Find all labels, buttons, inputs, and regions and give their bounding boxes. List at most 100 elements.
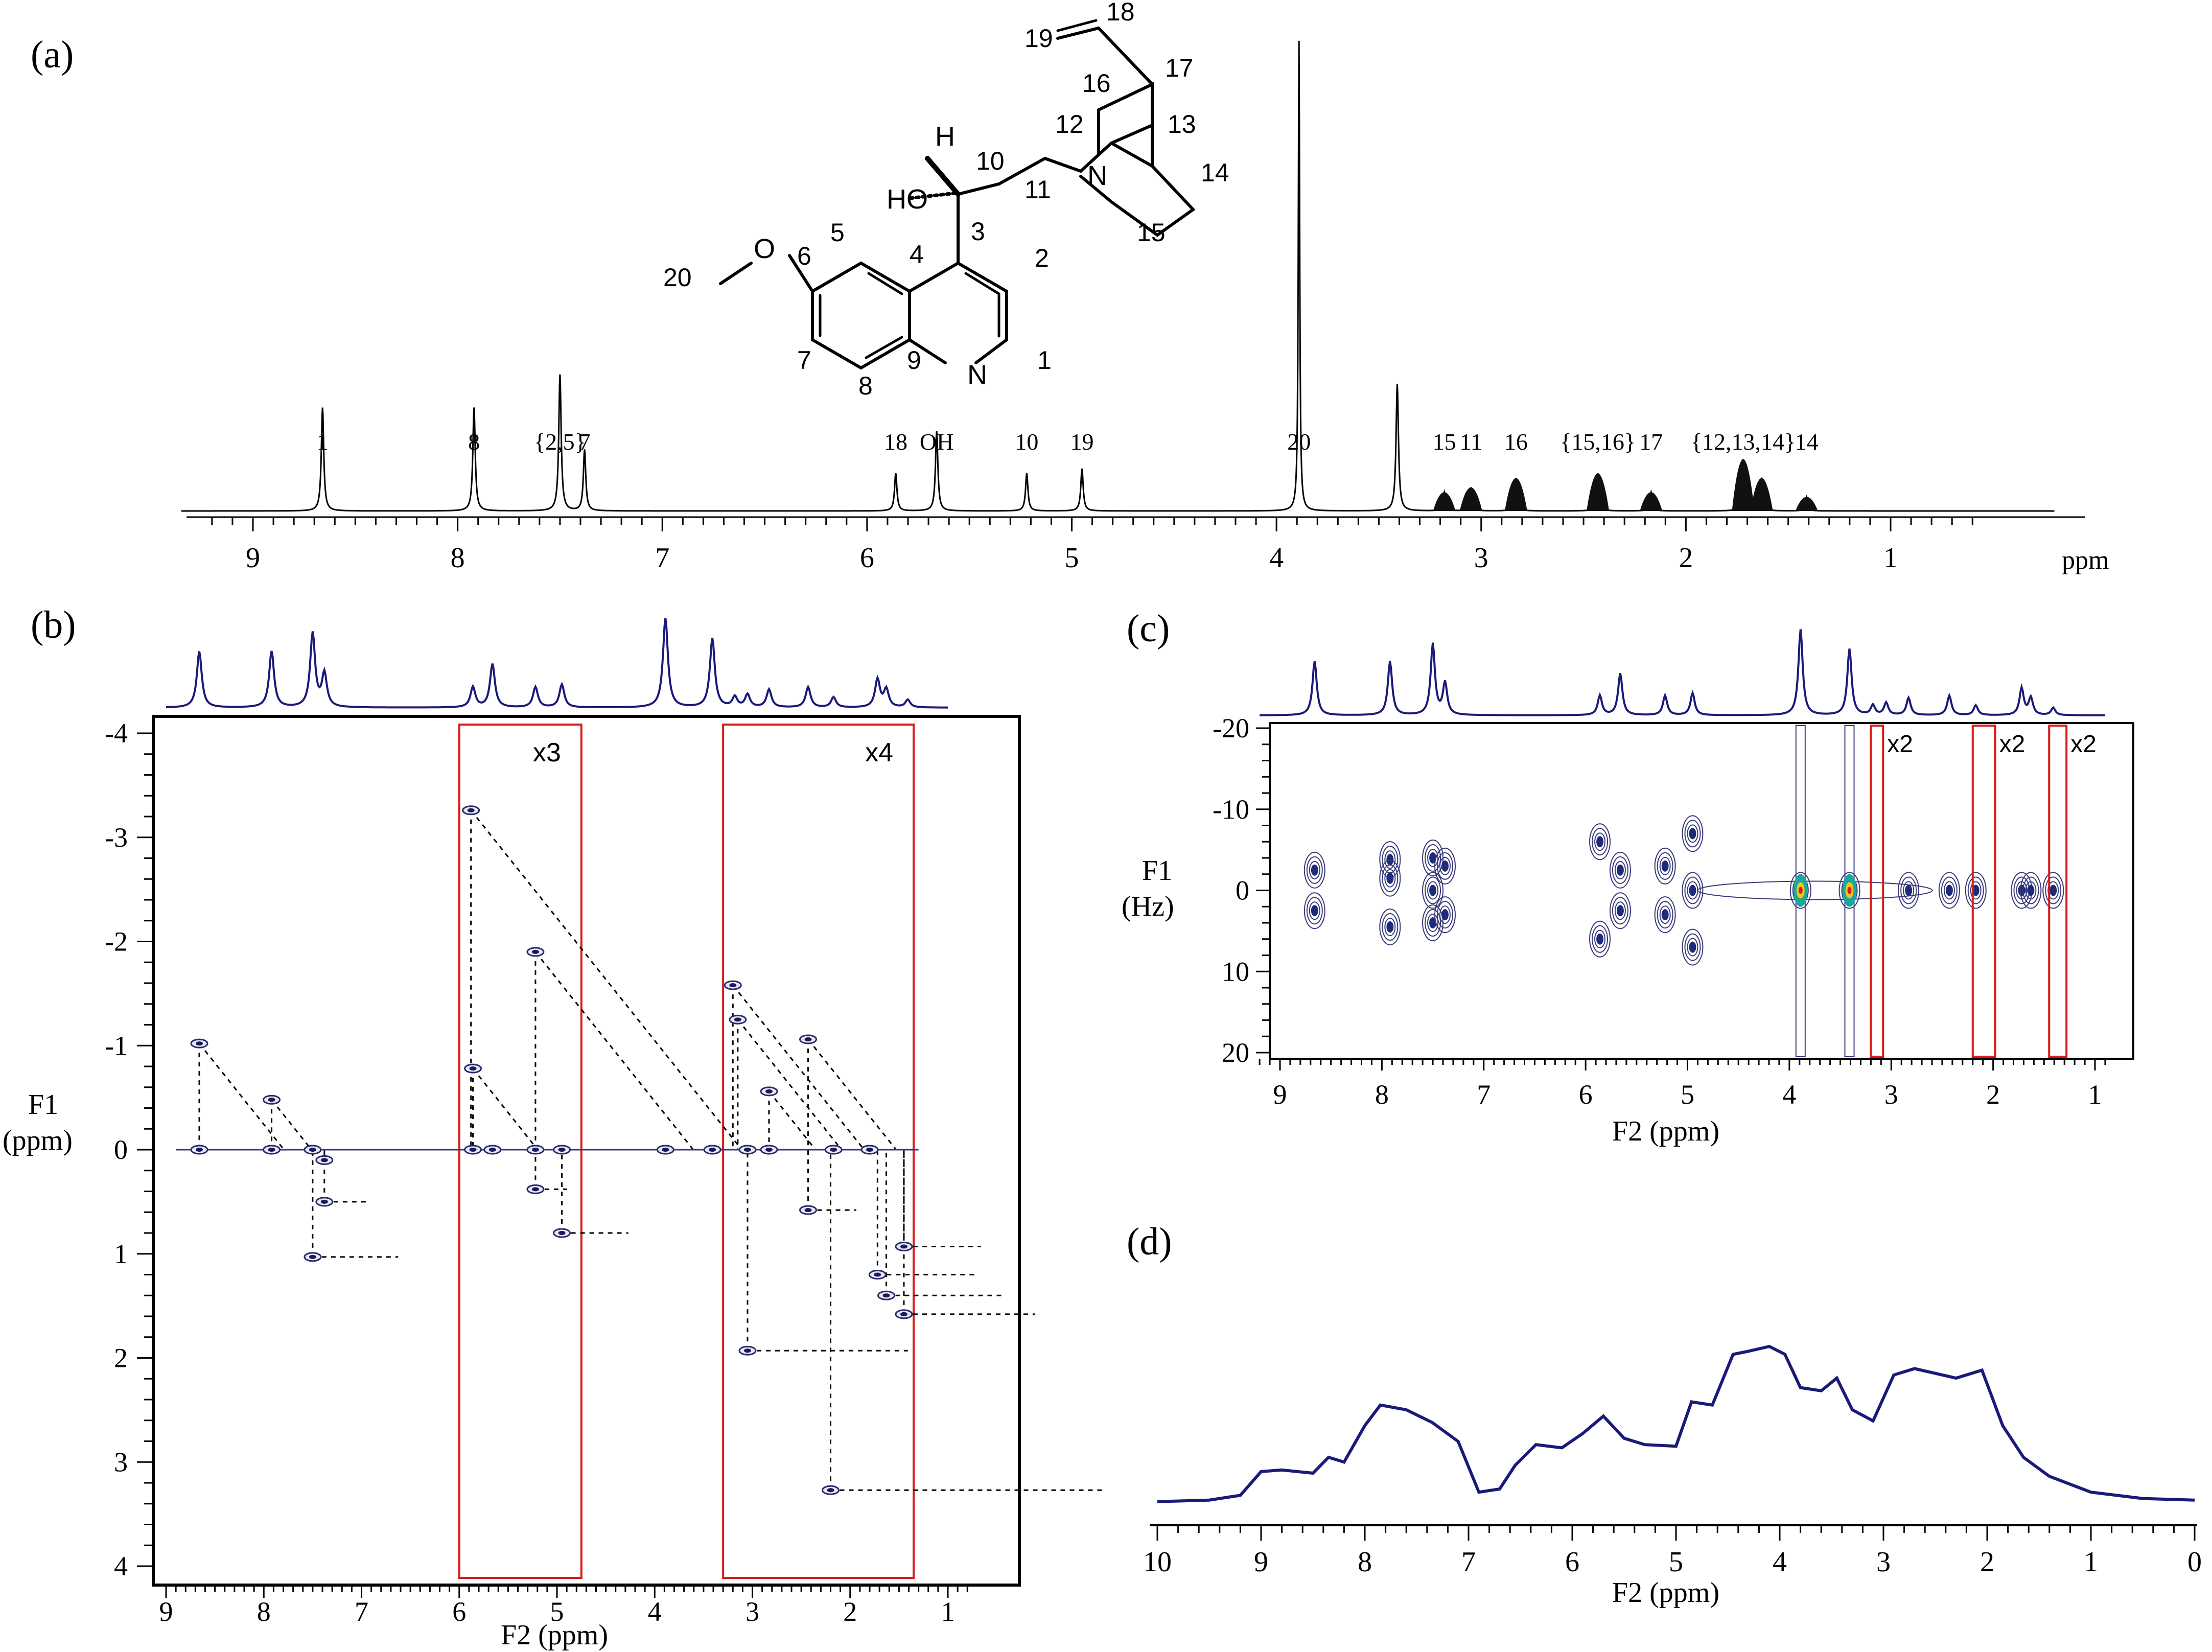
contour-ring	[2025, 881, 2037, 900]
contour-ring	[1439, 856, 1451, 875]
contour-ring	[1687, 881, 1698, 900]
panel-c-jres-spectrum: x2 x2 x2 9 8 7 6 5 4 3 2 1 -20 -10 0 10 20 F2 (ppm) F1…	[1122, 629, 2134, 1147]
x-tick-label: 3	[746, 1596, 759, 1627]
magnified-region-box	[722, 724, 915, 1579]
x-tick-label: 2	[843, 1596, 857, 1627]
contour-core	[1386, 921, 1394, 933]
x-tick-label: 7	[1461, 1546, 1476, 1578]
contour-ring	[1609, 851, 1631, 889]
contour-core	[1311, 864, 1318, 876]
magnified-region-box	[1870, 725, 1884, 1058]
x-tick-label: 10	[1143, 1546, 1172, 1578]
peak-label: {2,5}	[534, 429, 586, 455]
x-tick-label: 2	[1986, 1079, 2000, 1110]
contour-ring	[2020, 872, 2042, 909]
c10-oh-hash	[907, 191, 958, 200]
contour-ring	[1589, 920, 1611, 958]
atom-n-ring: N	[1087, 160, 1107, 191]
contour-core	[1386, 854, 1394, 866]
peak-label: 19	[1070, 429, 1094, 455]
atom-o: O	[754, 234, 775, 264]
x-tick-label: 4	[1269, 542, 1284, 574]
contour-ring	[1425, 844, 1441, 872]
contour-ring	[1903, 881, 1915, 900]
x-tick-label: 1	[941, 1596, 955, 1627]
peak-label: 8	[468, 429, 480, 455]
magnified-region-box	[2048, 725, 2068, 1058]
contour-ring	[1682, 815, 1704, 852]
cross-peak-core	[882, 1293, 890, 1298]
magnified-region-box	[458, 724, 583, 1579]
diagonal-dashed-link	[198, 1043, 285, 1150]
contour-core	[1661, 860, 1669, 872]
x-tick-label: 7	[655, 542, 669, 574]
contour-ring	[2022, 876, 2039, 904]
x-tick-label: 4	[1782, 1079, 1796, 1110]
panel-a-1h-spectrum: 1 8 {2,5}7 18 OH 10 19 20 15 11 16 {15,16} 17 {12,13,…	[181, 40, 2109, 575]
peak-label: 1	[317, 429, 329, 455]
contour-ring	[1838, 872, 1860, 909]
diagonal-dashed-link	[470, 809, 742, 1150]
contour-core	[1616, 864, 1624, 876]
atom-label: 1	[1037, 346, 1052, 375]
x-tick-label: 2	[1679, 542, 1693, 574]
x-tick-label: 1	[1883, 542, 1898, 574]
contour-ring	[1306, 856, 1323, 884]
contour-ring	[1309, 901, 1320, 920]
contour-ring	[1943, 881, 1955, 900]
contour-core	[1429, 852, 1437, 864]
vinyl-double-bond	[1056, 19, 1098, 32]
x-axis-label-b: F2 (ppm)	[501, 1619, 608, 1651]
contour-core	[1386, 872, 1394, 884]
contour-ring	[1970, 881, 1982, 900]
panel-d-1d-projection: 10 9 8 7 6 5 4 3 2 1 0 F2 (ppm)	[1143, 1344, 2202, 1609]
atom-label: 7	[797, 346, 811, 375]
contour-core	[1689, 885, 1696, 896]
cross-peak-core	[268, 1148, 275, 1152]
contour-ring	[1654, 896, 1676, 934]
diagonal-dashed-link	[472, 1068, 539, 1150]
contour-ring	[1384, 917, 1396, 936]
peak-label: {15,16}	[1560, 429, 1636, 455]
y-axis-label-c-unit: (Hz)	[1122, 891, 1174, 922]
atom-label: 6	[797, 242, 811, 270]
x-tick-label: 1	[2084, 1546, 2098, 1578]
y-axis-label-c-f1: F1	[1142, 855, 1172, 887]
contour-ring	[1434, 847, 1456, 885]
x-tick-label: 1	[2088, 1079, 2102, 1110]
cross-peak-core	[469, 1066, 477, 1071]
x-tick-label: 8	[1358, 1546, 1372, 1578]
contour-ring	[1434, 896, 1456, 934]
contour-core	[1311, 905, 1318, 917]
peak-label: 16	[1504, 429, 1528, 455]
atom-label: 4	[910, 240, 924, 269]
contour-ring	[1384, 869, 1396, 888]
atom-label: 18	[1106, 0, 1135, 26]
y-tick-label: -4	[105, 718, 128, 749]
contour-ring	[1384, 850, 1396, 869]
contour-ring	[1425, 909, 1441, 937]
contour-ring	[1306, 897, 1323, 925]
cross-peak-core	[531, 949, 539, 954]
contour-ring	[1684, 933, 1701, 961]
x-tick-label: 9	[246, 542, 260, 574]
cross-peak-core	[830, 1148, 837, 1152]
x-tick-label: 8	[1375, 1079, 1389, 1110]
plot-frame-c	[1269, 722, 2134, 1060]
y-tick-label: 3	[114, 1447, 128, 1477]
x-tick-label: 2	[1980, 1546, 1994, 1578]
magnification-label: x4	[865, 738, 893, 767]
x-tick-label: 6	[860, 542, 874, 574]
y-tick-label: 0	[114, 1134, 128, 1165]
cross-peak-core	[874, 1272, 881, 1277]
spectrum-trace-d	[1157, 1344, 2195, 1503]
atom-label: 16	[1082, 69, 1111, 98]
contour-core	[1616, 905, 1624, 917]
y-tick-label: 1	[114, 1239, 128, 1269]
contour-core	[1689, 828, 1696, 840]
contour-core	[1596, 836, 1604, 848]
atom-label: 10	[976, 147, 1005, 175]
cross-peak-core	[729, 983, 737, 988]
contour-ring	[1657, 901, 1673, 929]
contour-ring	[1379, 908, 1401, 945]
